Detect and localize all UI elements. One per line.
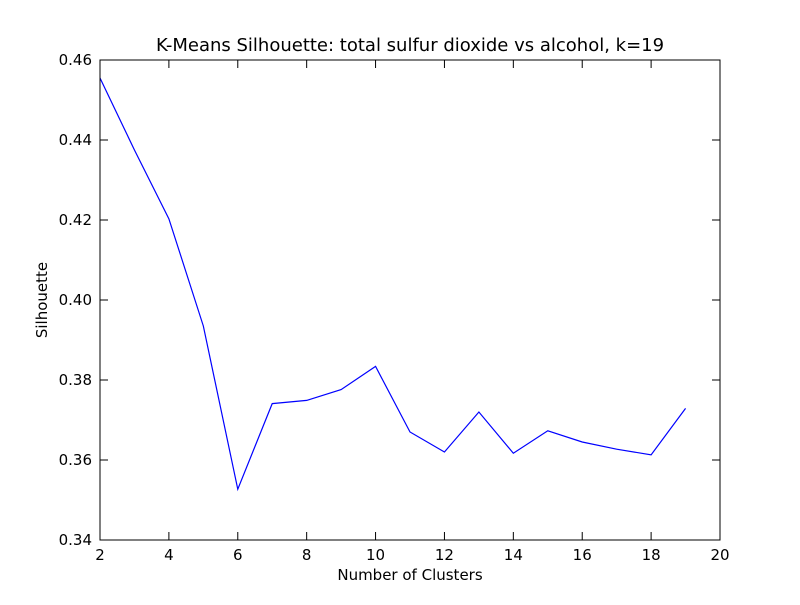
y-tick-label: 0.42 [59, 211, 92, 229]
x-tick-label: 18 [642, 546, 661, 564]
x-tick-label: 12 [435, 546, 454, 564]
y-tick-label: 0.46 [59, 51, 92, 69]
y-axis-ticks: 0.34 0.36 0.38 0.40 0.42 0.44 0.46 [59, 51, 720, 549]
y-tick-label: 0.44 [59, 131, 92, 149]
series-line [99, 77, 687, 492]
x-tick-label: 6 [233, 546, 243, 564]
x-tick-label: 2 [95, 546, 105, 564]
x-tick-label: 8 [302, 546, 312, 564]
y-tick-label: 0.34 [59, 531, 92, 549]
x-tick-label: 14 [504, 546, 523, 564]
y-tick-label: 0.40 [59, 291, 92, 309]
x-tick-label: 16 [573, 546, 592, 564]
y-axis-label: Silhouette [33, 262, 51, 338]
x-axis-ticks: 2 4 6 8 10 12 14 16 18 20 [95, 60, 730, 564]
y-tick-label: 0.38 [59, 371, 92, 389]
x-tick-label: 20 [710, 546, 729, 564]
plot-background [100, 60, 720, 540]
x-tick-label: 4 [164, 546, 174, 564]
series-layer [99, 77, 687, 492]
x-tick-label: 10 [366, 546, 385, 564]
x-axis-label: Number of Clusters [337, 566, 482, 584]
y-tick-label: 0.36 [59, 451, 92, 469]
chart-title: K-Means Silhouette: total sulfur dioxide… [156, 35, 664, 56]
